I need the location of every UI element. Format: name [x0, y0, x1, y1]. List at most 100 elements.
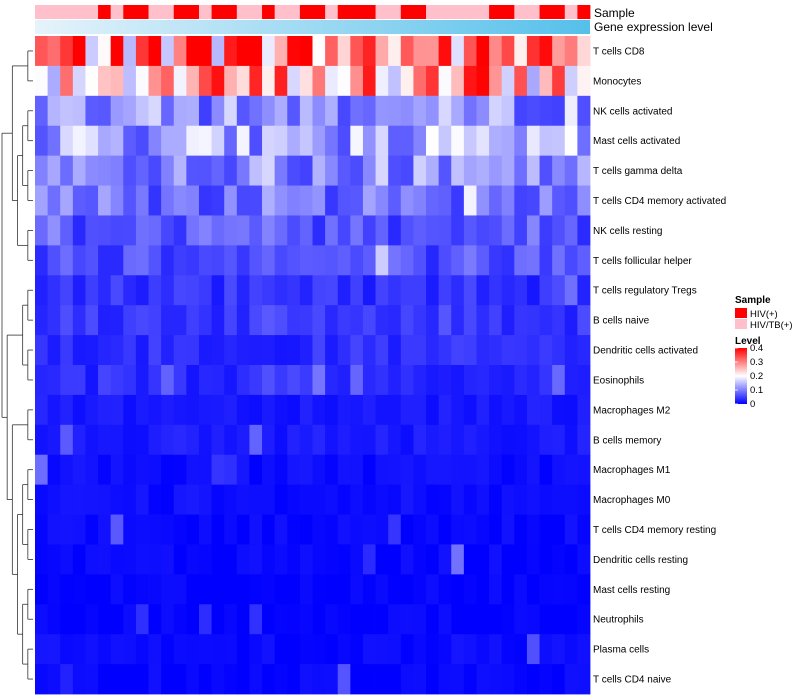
heatmap-cell [262, 664, 276, 695]
heatmap-cell [110, 514, 124, 545]
heatmap-cell [312, 424, 326, 456]
heatmap-cell [47, 335, 61, 366]
heatmap-cell [186, 634, 200, 665]
heatmap-cell [539, 95, 553, 127]
heatmap-cell [110, 95, 124, 127]
heatmap-cell [451, 275, 465, 306]
heatmap-cell [362, 155, 376, 186]
heatmap-cell [451, 36, 465, 67]
heatmap-cell [526, 544, 540, 575]
heatmap-cell [47, 424, 61, 456]
heatmap-cell [564, 185, 578, 216]
heatmap-cell [476, 335, 490, 366]
heatmap-cell [463, 604, 477, 635]
heatmap-cell [85, 155, 99, 186]
heatmap-cell [211, 424, 225, 456]
heatmap-cell [362, 95, 376, 127]
heatmap-cell [350, 424, 364, 456]
heatmap-cell [249, 484, 263, 515]
heatmap-cell [552, 484, 566, 515]
heatmap-cell [413, 424, 427, 456]
heatmap-cell [438, 215, 452, 246]
heatmap-cell [299, 484, 313, 515]
heatmap-cell [173, 95, 187, 127]
heatmap-cell [224, 664, 238, 695]
heatmap-cell [198, 544, 212, 575]
heatmap-cell [400, 95, 414, 127]
heatmap-cell [135, 125, 149, 157]
legend-swatch-hivtb [735, 319, 747, 329]
heatmap-cell [426, 544, 440, 575]
heatmap-cell [350, 305, 364, 336]
heatmap-cell [224, 544, 238, 575]
heatmap-cell [337, 65, 351, 97]
heatmap-cell [413, 544, 427, 575]
heatmap-cell [426, 185, 440, 216]
heatmap-cell [375, 664, 389, 695]
heatmap-cell [325, 574, 339, 605]
heatmap-cell [186, 245, 200, 276]
heatmap-cell [577, 36, 591, 67]
heatmap-cell [400, 155, 414, 186]
heatmap-cell [476, 424, 490, 456]
heatmap-cell [35, 574, 49, 605]
heatmap-cell [451, 394, 465, 426]
heatmap-cell [325, 424, 339, 456]
heatmap-cell [388, 185, 402, 216]
heatmap-cell [400, 634, 414, 665]
heatmap-cell [489, 275, 503, 306]
heatmap-cell [362, 36, 376, 67]
heatmap-cell [451, 365, 465, 396]
heatmap-cell [110, 215, 124, 246]
heatmap-cell [299, 95, 313, 127]
heatmap-cells [35, 36, 591, 695]
heatmap-cell [161, 245, 175, 276]
heatmap-cell [400, 65, 414, 97]
heatmap-cell [564, 664, 578, 695]
heatmap-cell [413, 574, 427, 605]
heatmap-cell [350, 215, 364, 246]
heatmap-cell [173, 65, 187, 97]
heatmap-cell [564, 335, 578, 366]
legend-tick-label: 0 [750, 399, 755, 410]
heatmap-cell [262, 484, 276, 515]
heatmap-cell [72, 125, 86, 157]
heatmap-cell [375, 95, 389, 127]
heatmap-cell [35, 514, 49, 545]
heatmap-cell [224, 514, 238, 545]
row-label: Neutrophils [593, 615, 644, 626]
row-label: Dendritic cells resting [593, 555, 688, 566]
heatmap-cell [148, 634, 162, 665]
heatmap-cell [35, 275, 49, 306]
heatmap-cell [60, 275, 74, 306]
heatmap-cell [526, 634, 540, 665]
heatmap-cell [198, 215, 212, 246]
heatmap-cell [123, 65, 137, 97]
heatmap-cell [476, 95, 490, 127]
heatmap-cell [98, 185, 112, 216]
heatmap-cell [526, 65, 540, 97]
heatmap-cell [501, 484, 515, 515]
heatmap-cell [236, 95, 250, 127]
heatmap-cell [564, 394, 578, 426]
heatmap-cell [375, 604, 389, 635]
heatmap-cell [161, 275, 175, 306]
heatmap-cell [85, 245, 99, 276]
sample-cell [274, 5, 288, 19]
heatmap-cell [148, 574, 162, 605]
heatmap-cell [198, 664, 212, 695]
heatmap-cell [337, 36, 351, 67]
heatmap-cell [463, 394, 477, 426]
heatmap-cell [47, 664, 61, 695]
sample-cell [350, 5, 364, 19]
heatmap-cell [388, 365, 402, 396]
heatmap-cell [98, 155, 112, 186]
heatmap-cell [501, 95, 515, 127]
heatmap-cell [489, 634, 503, 665]
heatmap-cell [249, 664, 263, 695]
heatmap-cell [564, 574, 578, 605]
heatmap-cell [539, 245, 553, 276]
heatmap-cell [501, 65, 515, 97]
heatmap-cell [60, 424, 74, 456]
heatmap-cell [438, 604, 452, 635]
